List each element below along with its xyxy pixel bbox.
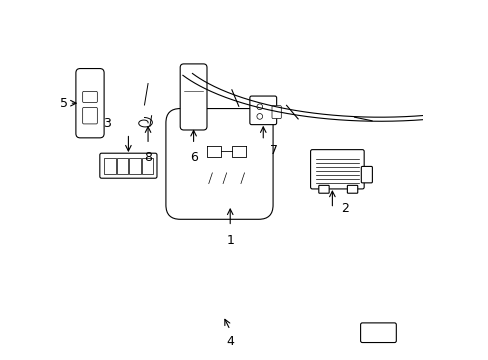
FancyBboxPatch shape bbox=[180, 64, 206, 130]
FancyBboxPatch shape bbox=[76, 68, 104, 138]
FancyBboxPatch shape bbox=[346, 185, 357, 193]
FancyBboxPatch shape bbox=[129, 158, 141, 174]
Text: 6: 6 bbox=[189, 152, 197, 165]
Circle shape bbox=[256, 104, 262, 110]
Text: 8: 8 bbox=[144, 152, 152, 165]
FancyBboxPatch shape bbox=[249, 96, 276, 125]
FancyBboxPatch shape bbox=[360, 323, 395, 342]
Text: 7: 7 bbox=[270, 144, 278, 157]
FancyBboxPatch shape bbox=[142, 158, 153, 174]
FancyBboxPatch shape bbox=[165, 109, 272, 219]
FancyBboxPatch shape bbox=[361, 166, 372, 183]
FancyBboxPatch shape bbox=[100, 153, 157, 178]
FancyBboxPatch shape bbox=[104, 158, 116, 174]
Text: 4: 4 bbox=[226, 336, 234, 348]
FancyBboxPatch shape bbox=[82, 91, 97, 103]
Text: 1: 1 bbox=[226, 234, 234, 247]
FancyBboxPatch shape bbox=[82, 108, 97, 124]
Circle shape bbox=[256, 113, 262, 119]
FancyBboxPatch shape bbox=[117, 158, 128, 174]
Text: 2: 2 bbox=[341, 202, 348, 215]
Text: 5: 5 bbox=[60, 97, 67, 110]
Text: 3: 3 bbox=[102, 117, 110, 130]
FancyBboxPatch shape bbox=[271, 106, 281, 118]
FancyBboxPatch shape bbox=[310, 150, 364, 189]
FancyBboxPatch shape bbox=[318, 185, 328, 193]
